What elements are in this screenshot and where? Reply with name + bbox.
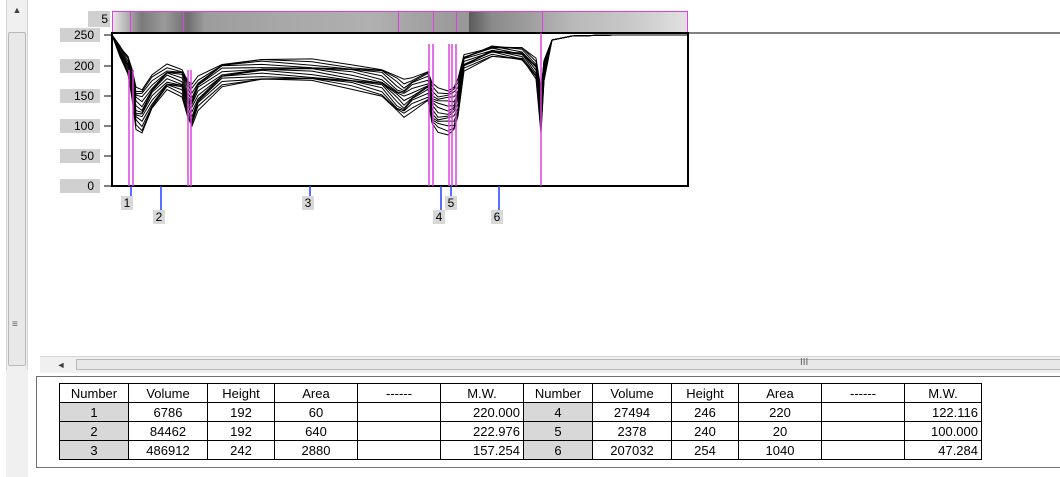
scroll-corner <box>6 370 28 477</box>
cell-volume: 486912 <box>128 440 208 460</box>
cell-height: 192 <box>207 421 275 441</box>
cell-number: 6 <box>523 440 593 460</box>
band-marker-3[interactable]: 3 <box>302 196 314 210</box>
column-header[interactable]: ------ <box>821 383 905 403</box>
cell-number: 2 <box>59 421 129 441</box>
column-header[interactable]: Number <box>59 383 129 403</box>
cell-height: 242 <box>207 440 275 460</box>
y-tick-label: 0 <box>60 179 100 193</box>
column-header[interactable]: Area <box>738 383 822 403</box>
cell-mw: 122.116 <box>904 402 982 422</box>
horizontal-scroll-thumb[interactable] <box>76 359 1060 370</box>
column-header[interactable]: Height <box>207 383 275 403</box>
band-boundary <box>398 12 399 32</box>
band-marker-1[interactable]: 1 <box>121 196 133 210</box>
cell-number: 5 <box>523 421 593 441</box>
cell-mw: 47.284 <box>904 440 982 460</box>
cell-area: 60 <box>274 402 358 422</box>
profile-curves <box>111 34 688 136</box>
band-marker-4[interactable]: 4 <box>433 210 445 224</box>
table-header-row: Number Volume Height Area ------ M.W. Nu… <box>59 383 982 403</box>
y-tick-label: 250 <box>60 28 100 42</box>
column-header[interactable]: Height <box>671 383 739 403</box>
cell-number: 3 <box>59 440 129 460</box>
column-header[interactable]: ------ <box>357 383 441 403</box>
horizontal-scrollbar[interactable]: ◄ III <box>40 356 1060 373</box>
table-row[interactable]: 3 486912 242 2880 157.254 6 207032 254 1… <box>59 440 982 460</box>
cell-height: 254 <box>671 440 739 460</box>
band-boundary <box>542 12 543 32</box>
band-boundary <box>130 12 131 32</box>
cell-area: 20 <box>738 421 822 441</box>
column-header[interactable]: Volume <box>128 383 208 403</box>
profile-trace <box>111 34 688 92</box>
cell-area: 220 <box>738 402 822 422</box>
band-boundary <box>183 12 184 32</box>
cell-area: 2880 <box>274 440 358 460</box>
cell-blank <box>357 440 441 460</box>
cell-volume: 6786 <box>128 402 208 422</box>
cell-blank <box>821 440 905 460</box>
column-header[interactable]: Volume <box>592 383 672 403</box>
cell-mw: 157.254 <box>440 440 524 460</box>
cell-mw: 100.000 <box>904 421 982 441</box>
cell-area: 640 <box>274 421 358 441</box>
lane-profile-plot <box>104 32 1060 210</box>
scroll-up-arrow-icon[interactable]: ▲ <box>12 5 22 15</box>
y-tick-label: 150 <box>60 89 100 103</box>
band-results-table: Number Volume Height Area ------ M.W. Nu… <box>59 383 982 460</box>
cell-blank <box>821 421 905 441</box>
band-results-panel: Number Volume Height Area ------ M.W. Nu… <box>36 376 1060 468</box>
cell-height: 246 <box>671 402 739 422</box>
table-row[interactable]: 1 6786 192 60 220.000 4 27494 246 220 12… <box>59 402 982 422</box>
scroll-grip-icon: ≡ <box>12 319 18 330</box>
column-header[interactable]: M.W. <box>904 383 982 403</box>
y-tick-label: 200 <box>60 59 100 73</box>
cell-blank <box>357 402 441 422</box>
cell-blank <box>821 402 905 422</box>
cell-number: 4 <box>523 402 593 422</box>
lane-number-label: 5 <box>88 11 110 27</box>
band-marker-5[interactable]: 5 <box>445 196 457 210</box>
table-row[interactable]: 2 84462 192 640 222.976 5 2378 240 20 10… <box>59 421 982 441</box>
y-tick-label: 50 <box>60 149 100 163</box>
cell-area: 1040 <box>738 440 822 460</box>
cell-height: 240 <box>671 421 739 441</box>
band-marker-6[interactable]: 6 <box>491 210 503 224</box>
column-header[interactable]: Area <box>274 383 358 403</box>
band-boundary <box>456 12 457 32</box>
cell-volume: 27494 <box>592 402 672 422</box>
cell-blank <box>357 421 441 441</box>
band-boundary <box>433 12 434 32</box>
vertical-scrollbar[interactable]: ▲ ≡ <box>6 0 28 370</box>
column-header[interactable]: Number <box>523 383 593 403</box>
column-header[interactable]: M.W. <box>440 383 524 403</box>
y-tick-label: 100 <box>60 119 100 133</box>
cell-height: 192 <box>207 402 275 422</box>
scroll-left-arrow-icon[interactable]: ◄ <box>56 360 66 370</box>
cell-volume: 84462 <box>128 421 208 441</box>
vertical-scroll-thumb[interactable] <box>8 32 26 366</box>
profile-trace <box>111 34 688 136</box>
cell-mw: 220.000 <box>440 402 524 422</box>
scroll-grip-icon: III <box>800 357 809 368</box>
cell-volume: 207032 <box>592 440 672 460</box>
band-marker-2[interactable]: 2 <box>153 210 165 224</box>
cell-volume: 2378 <box>592 421 672 441</box>
cell-mw: 222.976 <box>440 421 524 441</box>
cell-number: 1 <box>59 402 129 422</box>
